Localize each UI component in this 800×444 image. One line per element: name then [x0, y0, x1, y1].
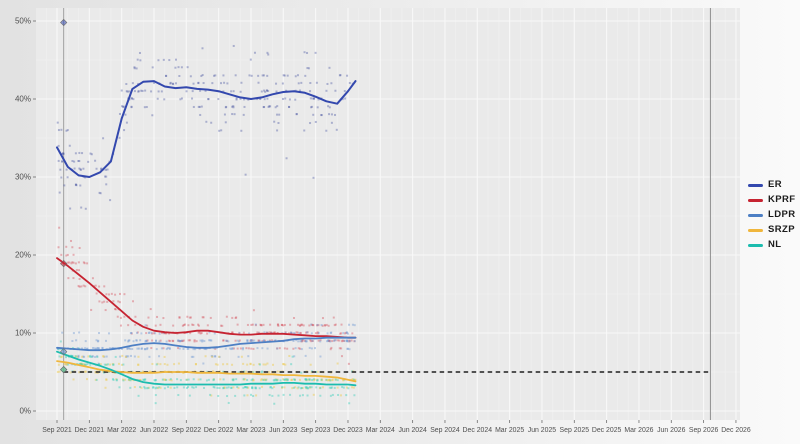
x-axis-labels: Sep 2021 Dec 2021 Mar 2022 Jun 2022 Sep 2022… — [42, 427, 751, 434]
x-axis-ticks — [56, 420, 737, 423]
x-tick-label: Mar 2023 — [236, 427, 265, 434]
x-tick-label: Dec 2026 — [721, 427, 751, 434]
legend-label: KPRF — [768, 194, 796, 205]
legend-label: LDPR — [768, 209, 796, 220]
legend-item-SRZP: SRZP — [748, 225, 798, 235]
x-tick-label: Sep 2026 — [689, 427, 719, 434]
trend-line-SRZP — [56, 360, 357, 383]
scatter-NL — [57, 340, 356, 405]
legend-swatch-ER — [748, 183, 763, 187]
trend-line-LDPR — [56, 336, 357, 352]
x-tick-label: Sep 2021 — [42, 427, 72, 434]
legend-item-LDPR: LDPR — [748, 210, 798, 220]
y-axis-labels: 0% 10% 20% 30% 40% 50% — [15, 17, 31, 416]
x-tick-label: Mar 2024 — [366, 427, 395, 434]
x-tick-label: Jun 2024 — [398, 427, 427, 434]
x-tick-label: Dec 2022 — [204, 427, 234, 434]
x-tick-label: Dec 2023 — [333, 427, 363, 434]
x-tick-label: Dec 2021 — [75, 427, 105, 434]
x-tick-label: Sep 2025 — [560, 427, 590, 434]
x-tick-label: Dec 2025 — [592, 427, 622, 434]
x-tick-label: Dec 2024 — [463, 427, 493, 434]
x-tick-label: Jun 2026 — [657, 427, 686, 434]
legend-label: SRZP — [768, 224, 795, 235]
result-2021-marker-NL — [60, 366, 68, 374]
y-tick-label: 50% — [15, 17, 31, 26]
legend-label: NL — [768, 239, 782, 250]
legend-swatch-KPRF — [748, 198, 763, 202]
panel-background — [36, 8, 740, 420]
x-tick-label: Jun 2025 — [528, 427, 557, 434]
result-2021-marker-KPRF — [60, 259, 68, 268]
legend-swatch-SRZP — [748, 228, 763, 232]
x-tick-label: Sep 2024 — [430, 427, 460, 434]
legend-item-KPRF: KPRF — [748, 195, 798, 205]
y-axis-ticks — [33, 20, 36, 412]
x-tick-label: Sep 2022 — [172, 427, 202, 434]
x-tick-label: Sep 2023 — [301, 427, 331, 434]
trend-line-ER — [56, 80, 357, 178]
y-tick-label: 30% — [15, 173, 31, 182]
grid-major — [36, 8, 740, 420]
y-tick-label: 40% — [15, 95, 31, 104]
legend-swatch-LDPR — [748, 213, 763, 217]
x-tick-label: Jun 2022 — [140, 427, 169, 434]
trend-line-KPRF — [56, 257, 357, 339]
legend-label: ER — [768, 179, 782, 190]
x-tick-label: Mar 2026 — [624, 427, 653, 434]
legend-swatch-NL — [748, 243, 763, 247]
x-tick-label: Mar 2025 — [495, 427, 524, 434]
legend-item-NL: NL — [748, 240, 798, 250]
y-tick-label: 20% — [15, 251, 31, 260]
x-tick-label: Mar 2022 — [107, 427, 136, 434]
legend: ER KPRF LDPR SRZP NL — [748, 180, 798, 250]
x-tick-label: Jun 2023 — [269, 427, 298, 434]
result-2021-marker-ER — [60, 18, 68, 27]
legend-item-ER: ER — [748, 180, 798, 190]
result-2021-marker-LDPR — [60, 348, 68, 356]
y-tick-label: 0% — [19, 407, 31, 416]
trend-line-NL — [56, 350, 357, 387]
y-tick-label: 10% — [15, 329, 31, 338]
